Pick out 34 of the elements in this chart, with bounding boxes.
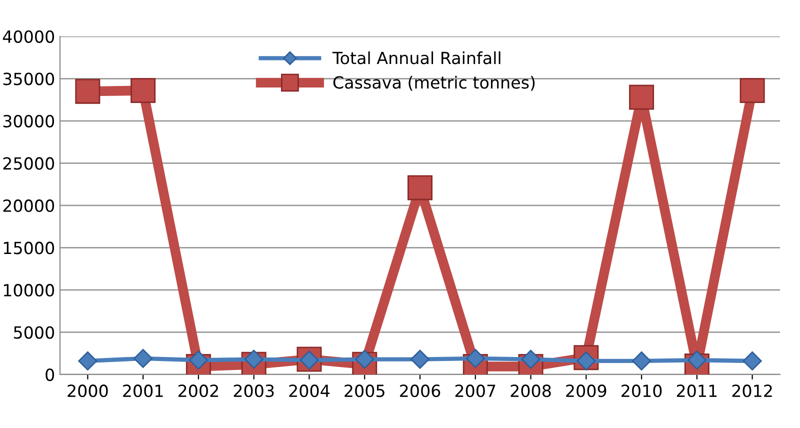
x-tick-label: 2011 — [676, 384, 717, 398]
x-tick-label: 2012 — [732, 384, 772, 398]
x-tick-label: 2001 — [123, 384, 163, 398]
x-tick-label: 2005 — [344, 384, 384, 398]
x-tick-label: 2003 — [234, 384, 274, 398]
point — [78, 351, 98, 371]
y-tick-label: 35000 — [3, 72, 54, 86]
x-tick-label: 2004 — [289, 384, 330, 398]
point — [632, 351, 652, 371]
y-tick-label: 0 — [46, 368, 54, 382]
point — [408, 175, 432, 200]
x-tick-label: 2010 — [622, 384, 662, 398]
y-tick-label: 10000 — [4, 284, 54, 297]
point — [75, 78, 100, 104]
x-tick-label: 2002 — [178, 384, 218, 398]
x-tick-label: 2000 — [68, 384, 108, 398]
legend-label: Cassava (metric tonnes) — [333, 76, 535, 91]
y-tick-label: 40000 — [2, 30, 54, 43]
x-tick-label: 2009 — [566, 384, 606, 398]
y-tick-label: 25000 — [3, 157, 54, 170]
legend-label: Total Annual Rainfall — [332, 51, 500, 64]
point — [130, 78, 156, 103]
x-tick-label: 2008 — [510, 384, 551, 398]
point — [742, 351, 762, 371]
point — [740, 78, 765, 103]
x-tick-label: 2007 — [455, 384, 496, 398]
y-tick-label: 20000 — [3, 199, 54, 212]
point — [134, 348, 153, 368]
y-tick-label: 5000 — [14, 326, 54, 339]
y-tick-label: 30000 — [3, 114, 54, 128]
point — [629, 84, 654, 110]
y-tick-label: 15000 — [4, 242, 54, 254]
point — [410, 350, 430, 369]
x-tick-label: 2006 — [400, 384, 440, 398]
